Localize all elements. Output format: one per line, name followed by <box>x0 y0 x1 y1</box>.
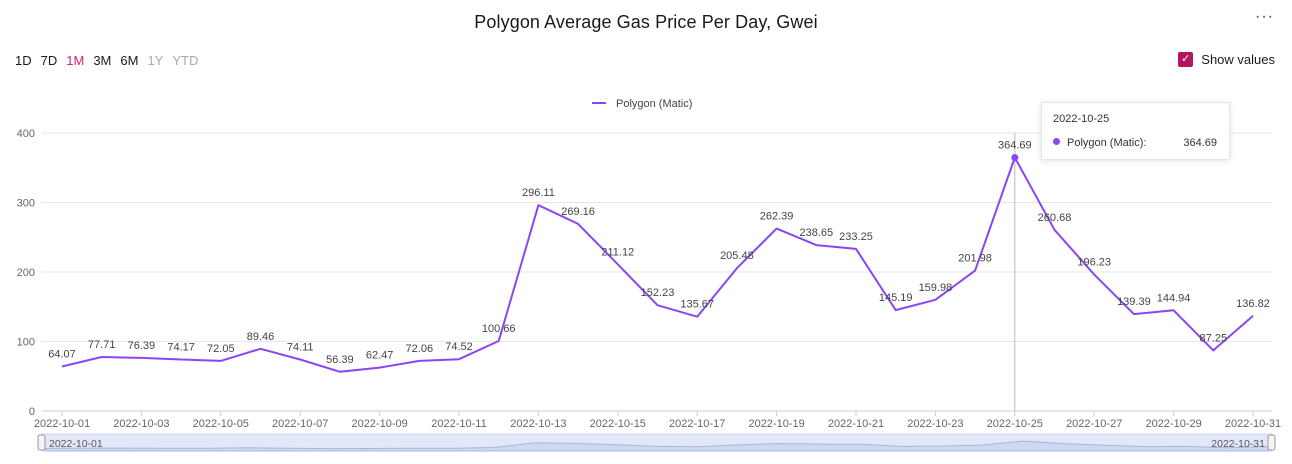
data-label: 144.94 <box>1157 292 1191 304</box>
y-tick-label: 400 <box>17 128 35 140</box>
data-label: 136.82 <box>1236 298 1270 310</box>
y-tick-label: 100 <box>17 337 35 349</box>
data-label: 87.25 <box>1200 332 1228 344</box>
data-label: 76.39 <box>128 340 156 352</box>
chart-title: Polygon Average Gas Price Per Day, Gwei <box>474 12 818 32</box>
range-selector: 1D 7D 1M 3M 6M 1Y YTD <box>15 53 198 68</box>
range-3m-button[interactable]: 3M <box>93 53 112 68</box>
data-label: 89.46 <box>247 331 275 343</box>
data-label: 238.65 <box>799 227 833 239</box>
x-tick-label: 2022-10-11 <box>431 418 486 430</box>
range-6m-button[interactable]: 6M <box>120 53 139 68</box>
x-tick-label: 2022-10-09 <box>351 418 407 430</box>
data-label: 296.11 <box>522 187 555 199</box>
x-tick-label: 2022-10-03 <box>113 418 169 430</box>
legend-label: Polygon (Matic) <box>616 98 692 110</box>
tooltip: 2022-10-25 Polygon (Matic): 364.69 <box>1041 102 1230 160</box>
show-values-label: Show values <box>1201 52 1275 67</box>
data-label: 74.52 <box>445 341 473 353</box>
data-label: 201.98 <box>958 253 992 265</box>
y-tick-label: 200 <box>17 267 35 279</box>
data-label: 72.06 <box>406 343 434 355</box>
data-label: 145.19 <box>879 292 913 304</box>
range-1m-button[interactable]: 1M <box>66 53 85 68</box>
data-label: 211.12 <box>601 246 634 258</box>
data-label: 139.39 <box>1117 296 1151 308</box>
range-7d-button[interactable]: 7D <box>40 53 58 68</box>
x-tick-label: 2022-10-31 <box>1225 418 1281 430</box>
x-tick-label: 2022-10-07 <box>272 418 328 430</box>
data-label: 72.05 <box>207 343 235 355</box>
more-options-icon[interactable]: ··· <box>1255 8 1274 25</box>
x-tick-label: 2022-10-13 <box>510 418 566 430</box>
y-tick-label: 0 <box>29 406 35 418</box>
highlight-point <box>1011 154 1019 162</box>
range-1d-button[interactable]: 1D <box>15 53 32 68</box>
data-label: 205.48 <box>720 250 754 262</box>
x-tick-label: 2022-10-05 <box>193 418 249 430</box>
series-line <box>61 156 1254 373</box>
data-label: 64.07 <box>48 348 76 360</box>
navigator-end-label: 2022-10-31 <box>1211 438 1265 450</box>
data-label: 56.39 <box>326 354 354 366</box>
show-values-checkbox[interactable]: ✓ <box>1178 52 1194 67</box>
x-tick-label: 2022-10-23 <box>907 418 963 430</box>
tooltip-value: 364.69 <box>1183 137 1217 149</box>
x-tick-label: 2022-10-25 <box>987 418 1043 430</box>
data-label: 269.16 <box>561 206 595 218</box>
navigator-left-handle <box>37 434 46 451</box>
data-label: 135.67 <box>680 299 714 311</box>
show-values-toggle[interactable]: ✓ Show values <box>1178 52 1275 67</box>
tooltip-date: 2022-10-25 <box>1053 113 1110 125</box>
data-label: 364.69 <box>998 140 1032 152</box>
navigator-sparkline <box>45 440 1269 452</box>
x-tick-label: 2022-10-21 <box>828 418 884 430</box>
navigator-start-label: 2022-10-01 <box>49 438 103 450</box>
data-label: 74.17 <box>167 341 195 353</box>
x-tick-label: 2022-10-15 <box>590 418 646 430</box>
data-label: 100.66 <box>482 323 516 335</box>
range-1y-button[interactable]: 1Y <box>147 53 164 68</box>
data-label: 152.23 <box>641 287 675 299</box>
data-label: 196.23 <box>1077 257 1111 269</box>
data-label: 74.11 <box>287 341 314 353</box>
tooltip-series-dot-icon <box>1053 138 1060 145</box>
data-label: 260.68 <box>1038 212 1072 224</box>
x-tick-label: 2022-10-19 <box>748 418 804 430</box>
x-tick-label: 2022-10-17 <box>669 418 725 430</box>
x-tick-label: 2022-10-01 <box>34 418 90 430</box>
range-ytd-button[interactable]: YTD <box>172 53 199 68</box>
data-label: 159.98 <box>919 282 953 294</box>
x-tick-label: 2022-10-27 <box>1066 418 1122 430</box>
x-tick-label: 2022-10-29 <box>1145 418 1201 430</box>
y-tick-label: 300 <box>17 198 35 210</box>
data-label: 62.47 <box>366 350 394 362</box>
tooltip-series-name: Polygon (Matic): <box>1067 137 1147 149</box>
navigator-right-handle <box>1267 434 1276 451</box>
data-label: 262.39 <box>760 211 794 223</box>
data-label: 77.71 <box>88 339 116 351</box>
data-label: 233.25 <box>839 231 873 243</box>
